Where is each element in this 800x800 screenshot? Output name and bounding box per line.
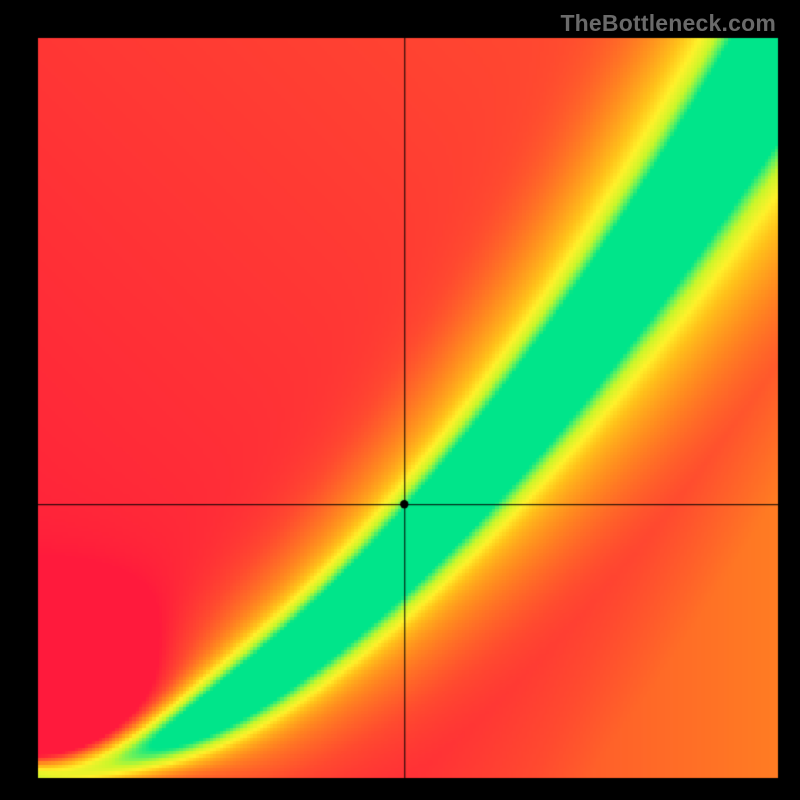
watermark-text: TheBottleneck.com: [560, 10, 776, 37]
heatmap-plot: [0, 0, 800, 800]
